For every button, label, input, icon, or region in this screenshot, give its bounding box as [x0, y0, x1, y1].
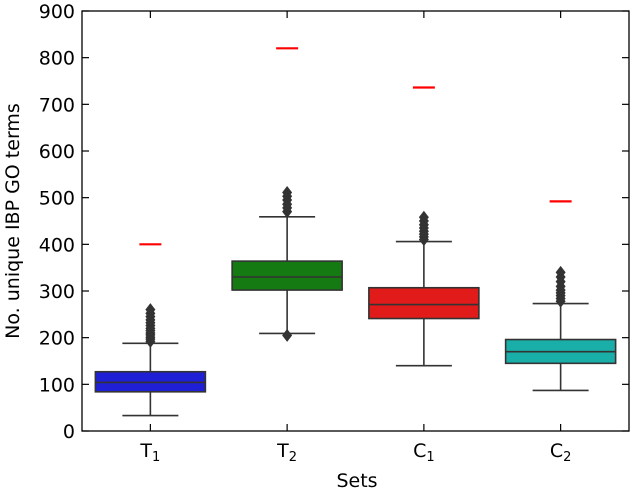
outlier-point	[145, 303, 156, 317]
plot-frame	[81, 10, 630, 432]
y-tick-label: 800	[39, 48, 75, 70]
box-group-c2	[504, 200, 617, 392]
box	[368, 286, 480, 320]
box	[231, 260, 343, 291]
y-tick-label: 200	[39, 328, 75, 350]
x-tick-label: T1	[139, 440, 160, 465]
x-tick-label: T2	[276, 440, 297, 465]
y-tick-label: 300	[39, 281, 75, 303]
box-group-t1	[94, 243, 207, 417]
y-tick-label: 0	[63, 421, 75, 443]
outlier-point	[282, 328, 293, 342]
y-tick-label: 600	[39, 141, 75, 163]
y-tick-label: 900	[39, 1, 75, 23]
x-axis: T1 T2 C1 C2	[139, 11, 571, 465]
y-tick-label: 100	[39, 374, 75, 396]
y-tick-label: 700	[39, 94, 75, 116]
plot-area	[94, 47, 617, 417]
outlier-point	[418, 210, 429, 224]
outlier-point	[555, 265, 566, 279]
y-axis-title: No. unique IBP GO terms	[2, 103, 24, 339]
y-tick-label: 500	[39, 188, 75, 210]
x-tick-label: C2	[550, 440, 572, 465]
box-group-t2	[231, 47, 343, 342]
y-tick-label: 400	[39, 234, 75, 256]
box-group-c1	[368, 86, 480, 367]
x-tick-label: C1	[413, 440, 435, 465]
outlier-point	[282, 186, 293, 200]
x-axis-title: Sets	[336, 470, 377, 490]
